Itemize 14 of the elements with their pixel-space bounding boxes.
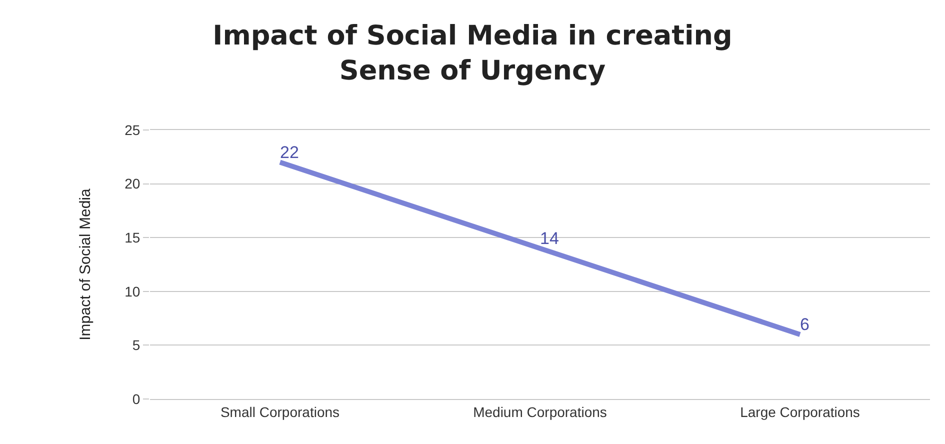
data-label: 22 <box>280 143 299 162</box>
y-tick-label: 20 <box>124 176 140 192</box>
chart-title: Impact of Social Media in creating Sense of Urgency <box>212 20 732 86</box>
x-tick-label: Medium Corporations <box>473 404 607 420</box>
y-tick-label: 5 <box>132 337 140 354</box>
y-axis-title: Impact of Social Media <box>76 188 94 340</box>
y-tick-label: 0 <box>132 390 140 407</box>
y-tick-label: 15 <box>124 230 140 246</box>
y-tick-label: 10 <box>124 283 140 300</box>
data-label: 14 <box>540 229 559 248</box>
x-tick-label: Large Corporations <box>740 404 860 420</box>
y-tick-label: 25 <box>124 122 140 138</box>
data-label: 6 <box>800 315 810 334</box>
x-tick-label: Small Corporations <box>220 404 340 420</box>
